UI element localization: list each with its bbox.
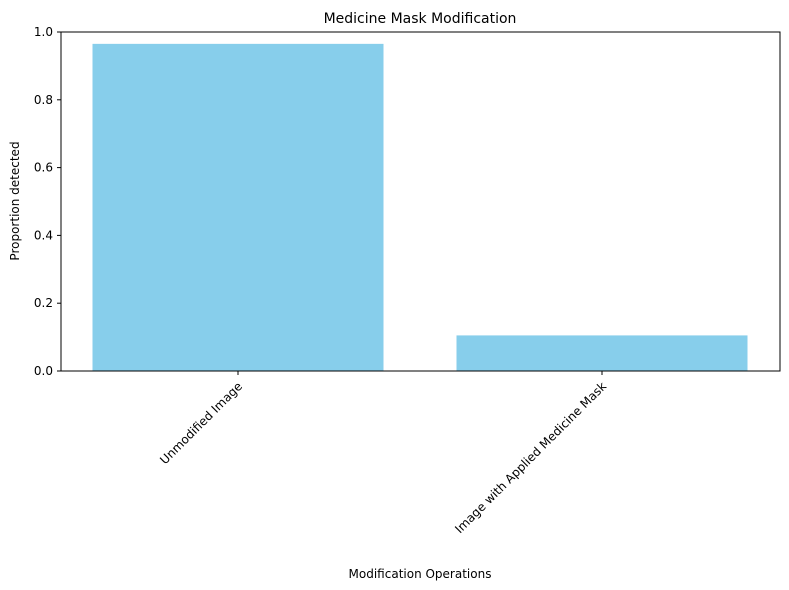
y-tick-label: 0.0	[34, 364, 53, 378]
bar-1	[92, 43, 384, 372]
y-tick-label: 1.0	[34, 25, 53, 39]
plot-area-frame	[60, 31, 781, 372]
y-axis: 0.0 0.2 0.4 0.6 0.8 1.0	[34, 25, 61, 378]
chart-title: Medicine Mask Modification	[324, 11, 517, 27]
x-axis-label: Modification Operations	[349, 567, 492, 581]
y-axis-label: Proportion detected	[8, 141, 22, 260]
y-tick-label: 0.6	[34, 161, 53, 175]
x-tick-label: Unmodified Image	[157, 379, 245, 467]
x-tick-label: Image with Applied Medicine Mask	[452, 379, 609, 536]
bar-2	[456, 335, 748, 371]
x-axis: Unmodified Image Image with Applied Medic…	[157, 371, 609, 536]
y-tick-label: 0.2	[34, 296, 53, 310]
bars-group	[92, 43, 748, 372]
y-tick-label: 0.8	[34, 93, 53, 107]
y-tick-label: 0.4	[34, 228, 53, 242]
